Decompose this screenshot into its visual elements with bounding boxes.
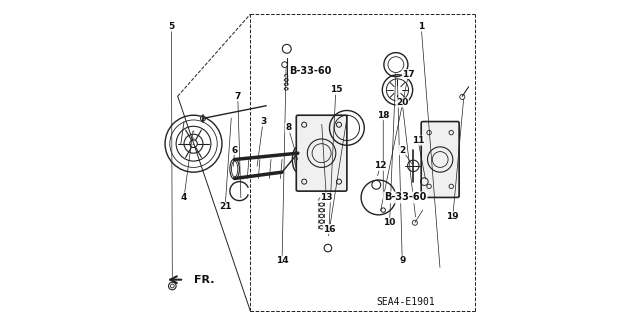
Text: 17: 17	[402, 70, 415, 78]
Text: 9: 9	[399, 256, 405, 265]
FancyBboxPatch shape	[296, 115, 347, 191]
Text: B-33-60: B-33-60	[384, 192, 427, 203]
Text: SEA4-E1901: SEA4-E1901	[376, 297, 435, 307]
Text: 18: 18	[377, 111, 390, 120]
Text: 16: 16	[323, 225, 336, 234]
Text: 21: 21	[219, 203, 232, 211]
Text: 1: 1	[418, 22, 424, 31]
Circle shape	[200, 116, 205, 121]
Text: 10: 10	[383, 218, 396, 227]
Text: B-33-60: B-33-60	[289, 66, 332, 76]
Text: 6: 6	[232, 145, 237, 154]
Text: FR.: FR.	[193, 275, 214, 285]
Text: 19: 19	[447, 212, 459, 221]
Text: 5: 5	[168, 22, 175, 31]
Text: 3: 3	[260, 117, 266, 126]
Text: 20: 20	[396, 98, 408, 107]
Text: 4: 4	[181, 193, 188, 202]
Text: 14: 14	[276, 256, 289, 265]
Text: 2: 2	[399, 145, 405, 154]
Text: 15: 15	[330, 85, 342, 94]
Text: 11: 11	[412, 136, 424, 145]
Text: 8: 8	[285, 123, 291, 132]
Text: 12: 12	[374, 161, 387, 170]
FancyBboxPatch shape	[421, 122, 459, 197]
Text: 7: 7	[235, 92, 241, 101]
Text: 13: 13	[320, 193, 333, 202]
